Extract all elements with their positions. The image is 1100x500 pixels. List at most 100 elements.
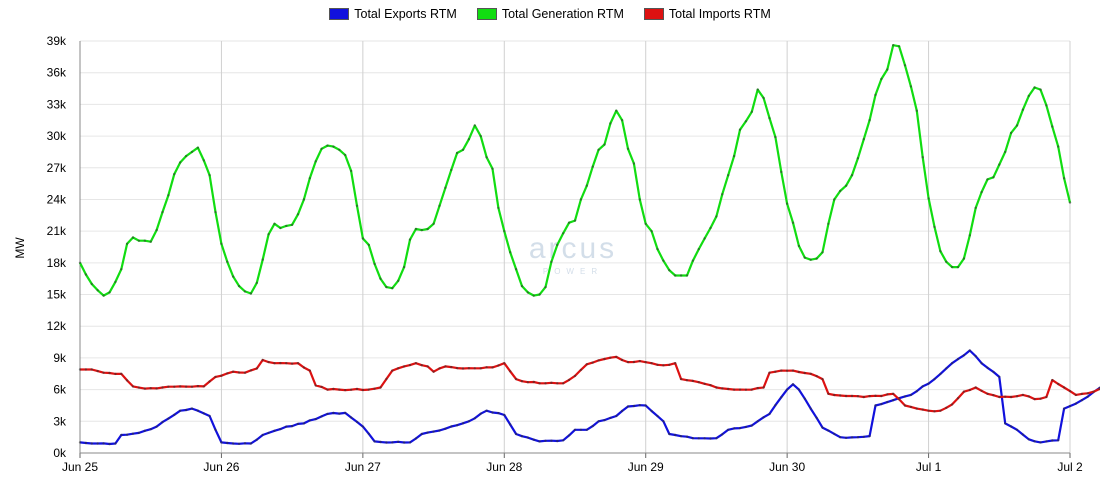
data-point <box>538 293 541 296</box>
data-point <box>856 436 860 439</box>
data-point <box>349 169 353 173</box>
y-tick-label: 0k <box>53 446 67 460</box>
data-point <box>986 392 989 395</box>
data-point <box>402 441 406 444</box>
data-point <box>308 177 311 180</box>
data-point <box>526 291 530 294</box>
data-point <box>715 215 718 218</box>
x-tick-label: Jun 28 <box>486 460 522 474</box>
data-point <box>803 371 806 375</box>
data-point <box>768 116 771 120</box>
data-point <box>84 368 88 371</box>
data-point <box>980 190 983 194</box>
data-point <box>149 240 152 243</box>
legend-item-generation[interactable]: Total Generation RTM <box>476 7 624 21</box>
data-point <box>1086 392 1089 395</box>
data-point <box>797 370 801 374</box>
data-point <box>255 281 258 285</box>
data-point <box>597 359 600 362</box>
data-point <box>338 148 341 151</box>
data-point <box>727 387 730 391</box>
data-point <box>715 386 718 389</box>
data-point <box>173 413 176 416</box>
data-point <box>738 128 742 131</box>
data-point <box>173 385 176 388</box>
data-point <box>285 362 288 365</box>
data-point <box>915 109 918 112</box>
data-point <box>939 409 942 412</box>
data-point <box>1039 441 1042 444</box>
data-point <box>137 239 141 242</box>
data-point <box>179 161 182 164</box>
data-point <box>332 387 335 391</box>
data-point <box>839 394 842 397</box>
data-point <box>1057 439 1060 442</box>
x-tick-label: Jul 1 <box>916 460 942 474</box>
data-point <box>273 362 276 365</box>
data-point <box>1015 395 1019 398</box>
y-tick-label: 27k <box>47 161 67 175</box>
data-point <box>355 387 359 391</box>
data-point <box>974 386 977 389</box>
data-point <box>1051 125 1054 128</box>
data-point <box>220 374 223 377</box>
data-point <box>850 436 854 439</box>
data-point <box>632 360 636 364</box>
data-point <box>426 227 429 231</box>
data-point <box>261 358 264 362</box>
data-point <box>685 274 689 277</box>
data-point <box>962 257 966 260</box>
data-point <box>727 428 730 431</box>
data-point <box>402 265 406 269</box>
data-point <box>839 189 842 193</box>
y-tick-label: 21k <box>47 224 67 238</box>
data-point <box>155 425 158 428</box>
data-point <box>273 429 276 432</box>
data-point <box>349 416 353 419</box>
data-point <box>732 427 736 430</box>
data-point <box>455 366 459 370</box>
data-point <box>915 390 918 393</box>
data-point <box>455 424 459 427</box>
data-point <box>815 416 818 419</box>
data-point <box>780 369 783 372</box>
data-point <box>397 440 400 443</box>
data-point <box>933 225 936 229</box>
data-point <box>255 367 258 370</box>
data-point <box>1080 392 1084 396</box>
data-point <box>125 433 129 436</box>
data-point <box>544 439 547 442</box>
data-point <box>503 230 506 233</box>
data-point <box>567 221 571 224</box>
data-point <box>285 425 288 428</box>
data-point <box>591 165 594 168</box>
data-point <box>78 368 82 371</box>
data-point <box>668 269 671 272</box>
data-point <box>903 404 907 407</box>
data-point <box>1033 397 1036 401</box>
data-point <box>821 251 824 254</box>
data-point <box>438 204 441 207</box>
data-point <box>762 416 765 419</box>
data-point <box>338 412 341 415</box>
data-point <box>426 365 429 368</box>
data-point <box>1033 86 1036 89</box>
legend-item-imports[interactable]: Total Imports RTM <box>643 7 771 21</box>
legend-item-exports[interactable]: Total Exports RTM <box>329 7 457 21</box>
data-point <box>344 411 347 415</box>
data-point <box>785 388 789 391</box>
data-point <box>550 381 553 384</box>
data-point <box>220 441 223 444</box>
data-point <box>950 403 954 406</box>
data-point <box>892 392 895 395</box>
data-point <box>903 395 907 398</box>
data-point <box>980 362 983 365</box>
data-point <box>685 379 689 382</box>
data-point <box>1062 386 1066 389</box>
data-point <box>114 280 117 284</box>
data-point <box>762 386 765 389</box>
data-point <box>862 435 865 438</box>
data-point <box>632 162 636 165</box>
data-point <box>992 370 995 374</box>
data-point <box>432 222 435 225</box>
